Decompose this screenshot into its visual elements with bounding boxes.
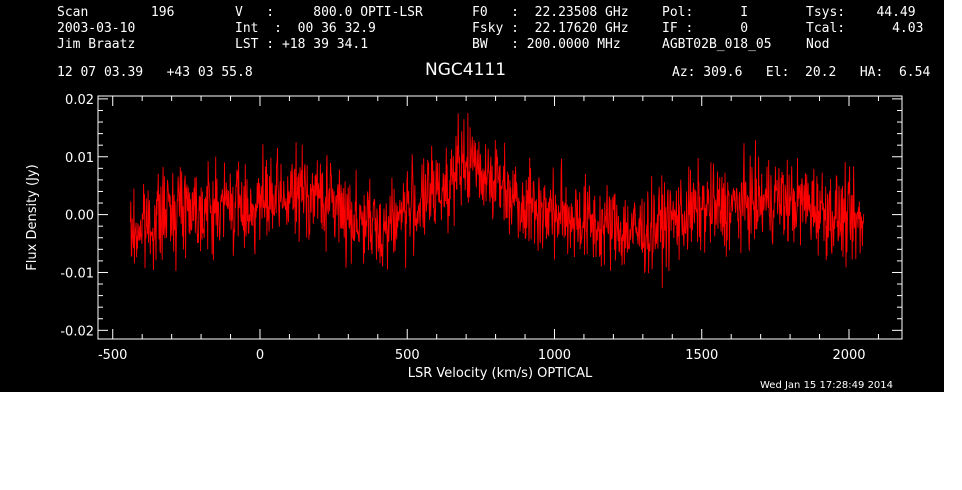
- y-tick-label: -0.01: [60, 266, 94, 281]
- header-tsys: Tsys: 44.49: [806, 5, 916, 20]
- trace-layer: [129, 113, 865, 288]
- spectrum-chart: -500 0 500 1000 1500 2000 -0.02 -0.01 0.00 0.01 0.…: [25, 93, 903, 381]
- header-if: IF : 0: [662, 21, 749, 36]
- header-project: AGBT02B_018_05: [662, 37, 772, 52]
- x-tick-label: 0: [256, 348, 264, 363]
- header-bw: BW : 200.0000 MHz: [472, 37, 621, 52]
- x-tick-label: 1000: [538, 348, 571, 363]
- header-tcal: Tcal: 4.03: [806, 21, 924, 36]
- axis-layer: -500 0 500 1000 1500 2000 -0.02 -0.01 0.00 0.01 0.…: [60, 93, 903, 363]
- header-fsky: Fsky : 22.17620 GHz: [472, 21, 629, 36]
- y-tick-label: 0.01: [65, 151, 94, 166]
- header-azel: Az: 309.6 El: 20.2 HA: 6.54: [672, 65, 931, 80]
- y-tick-label: 0.02: [65, 93, 94, 108]
- header-integration: Int : 00 36 32.9: [235, 21, 376, 36]
- header-f0: F0 : 22.23508 GHz: [472, 5, 629, 20]
- header-procedure: Nod: [806, 37, 830, 52]
- x-tick-label: 1500: [685, 348, 718, 363]
- header-coordinates: 12 07 03.39 +43 03 55.8: [57, 65, 253, 80]
- x-tick-label: 500: [395, 348, 420, 363]
- spectrum-trace: [129, 113, 865, 288]
- header-velocity: V : 800.0 OPTI-LSR: [235, 5, 423, 20]
- x-axis-label: LSR Velocity (km/s) OPTICAL: [408, 366, 593, 381]
- x-tick-label: -500: [98, 348, 128, 363]
- plot-frame: [97, 95, 903, 340]
- header-pol: Pol: I: [662, 5, 749, 20]
- timestamp: Wed Jan 15 17:28:49 2014: [760, 380, 894, 391]
- y-tick-label: 0.00: [65, 209, 94, 224]
- header-observer: Jim Braatz: [57, 37, 136, 52]
- x-tick-label: 2000: [832, 348, 865, 363]
- header-lst: LST : +18 39 34.1: [235, 37, 369, 52]
- y-tick-label: -0.02: [60, 324, 94, 339]
- header-scan: Scan 196: [57, 5, 175, 20]
- y-axis-label: Flux Density (Jy): [25, 164, 40, 270]
- plot-panel: Scan 196 2003-03-10 Jim Braatz V : 800.0…: [0, 0, 944, 392]
- header-date: 2003-03-10: [57, 21, 136, 36]
- source-title: NGC4111: [425, 60, 507, 80]
